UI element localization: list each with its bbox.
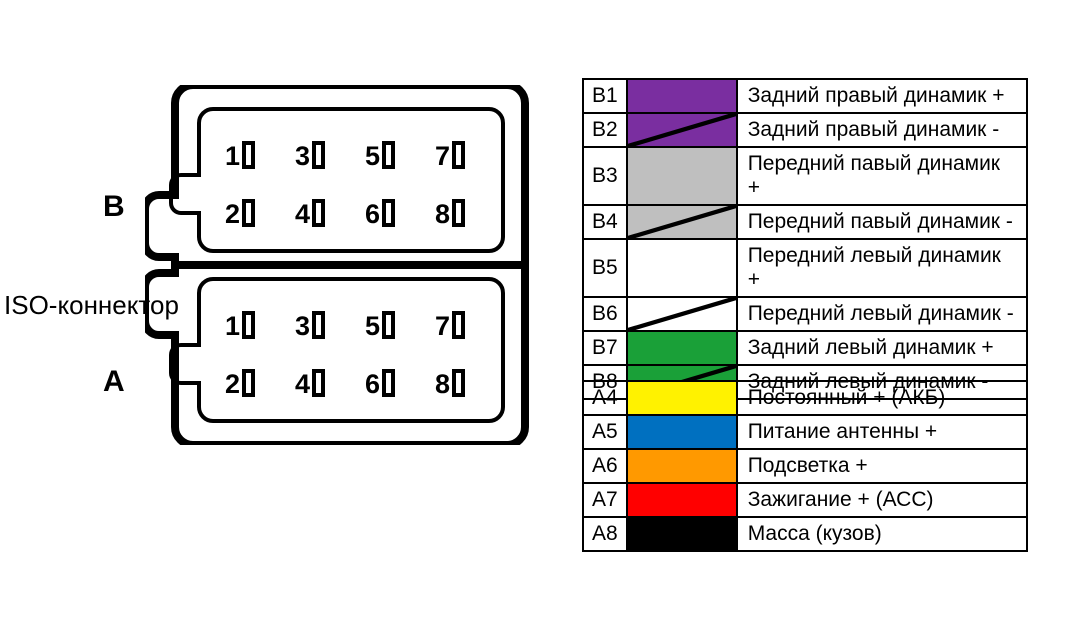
legend-row: A8 Масса (кузов) — [583, 517, 1027, 551]
pin-a1-label: 1 — [225, 311, 240, 341]
pin-a8 — [454, 371, 463, 395]
iso-connector-diagram: B A 1 3 5 7 2 4 — [145, 85, 545, 445]
legend-pin-id: B5 — [583, 239, 627, 297]
legend-pin-id: B4 — [583, 205, 627, 239]
legend-table-a: A4Постоянный + (АКБ)A5Питание антенны +A… — [582, 380, 1028, 552]
legend-color-swatch — [627, 113, 737, 147]
legend-color-swatch — [627, 147, 737, 205]
legend-description: Масса (кузов) — [737, 517, 1027, 551]
pin-a8-label: 8 — [435, 369, 450, 399]
legend-description: Передний павый динамик + — [737, 147, 1027, 205]
legend-pin-id: B6 — [583, 297, 627, 331]
pins-b: 1 3 5 7 2 4 6 8 — [225, 141, 463, 229]
section-b-outline — [171, 109, 503, 251]
legend-description: Передний левый динамик - — [737, 297, 1027, 331]
legend-pin-id: B1 — [583, 79, 627, 113]
legend-description: Питание антенны + — [737, 415, 1027, 449]
pin-a3 — [314, 313, 323, 337]
legend-row: B7 Задний левый динамик + — [583, 331, 1027, 365]
legend-description: Задний правый динамик - — [737, 113, 1027, 147]
pin-b4-label: 4 — [295, 199, 310, 229]
legend-color-swatch — [627, 297, 737, 331]
pin-b3-label: 3 — [295, 141, 310, 171]
pin-a2-label: 2 — [225, 369, 240, 399]
legend-row: B5 Передний левый динамик + — [583, 239, 1027, 297]
pin-a2 — [244, 371, 253, 395]
legend-color-swatch — [627, 205, 737, 239]
section-label-a: A — [103, 365, 125, 399]
pins-a: 1 3 5 7 2 4 6 8 — [225, 311, 463, 399]
pin-b2 — [244, 201, 253, 225]
pin-a7-label: 7 — [435, 311, 450, 341]
pin-b8 — [454, 201, 463, 225]
pin-b1-label: 1 — [225, 141, 240, 171]
pin-b4 — [314, 201, 323, 225]
connector-svg: 1 3 5 7 2 4 6 8 — [145, 85, 545, 445]
legend-pin-id: A4 — [583, 381, 627, 415]
legend-color-swatch — [627, 239, 737, 297]
pin-b5 — [384, 143, 393, 167]
pin-a3-label: 3 — [295, 311, 310, 341]
pin-b7 — [454, 143, 463, 167]
pin-a5-label: 5 — [365, 311, 380, 341]
pin-b5-label: 5 — [365, 141, 380, 171]
pin-a6 — [384, 371, 393, 395]
pin-a1 — [244, 313, 253, 337]
legend-color-swatch — [627, 331, 737, 365]
legend-row: B3 Передний павый динамик + — [583, 147, 1027, 205]
legend-color-swatch — [627, 449, 737, 483]
legend-color-swatch — [627, 517, 737, 551]
legend-pin-id: B7 — [583, 331, 627, 365]
legend-pin-id: A6 — [583, 449, 627, 483]
pin-b6-label: 6 — [365, 199, 380, 229]
pin-a6-label: 6 — [365, 369, 380, 399]
legend-description: Подсветка + — [737, 449, 1027, 483]
legend-row: B1 Задний правый динамик + — [583, 79, 1027, 113]
legend-description: Передний павый динамик - — [737, 205, 1027, 239]
legend-row: A5 Питание антенны + — [583, 415, 1027, 449]
legend-description: Передний левый динамик + — [737, 239, 1027, 297]
legend-pin-id: A7 — [583, 483, 627, 517]
legend-row: B4 Передний павый динамик - — [583, 205, 1027, 239]
legend-table-b: B1 Задний правый динамик + B2 Задний правый… — [582, 78, 1028, 400]
legend-pin-id: A5 — [583, 415, 627, 449]
pin-b3 — [314, 143, 323, 167]
pin-b8-label: 8 — [435, 199, 450, 229]
legend-color-swatch — [627, 415, 737, 449]
pin-b1 — [244, 143, 253, 167]
legend-pin-id: B2 — [583, 113, 627, 147]
legend-row: A6 Подсветка + — [583, 449, 1027, 483]
pin-a5 — [384, 313, 393, 337]
legend-pin-id: A8 — [583, 517, 627, 551]
pin-a7 — [454, 313, 463, 337]
pin-b6 — [384, 201, 393, 225]
section-a-outline — [171, 279, 503, 421]
legend-description: Задний левый динамик + — [737, 331, 1027, 365]
legend-color-swatch — [627, 381, 737, 415]
legend-row: A4 Постоянный + (АКБ) — [583, 381, 1027, 415]
section-label-b: B — [103, 190, 125, 224]
legend-row: B2 Задний правый динамик - — [583, 113, 1027, 147]
pin-b2-label: 2 — [225, 199, 240, 229]
legend-pin-id: B3 — [583, 147, 627, 205]
legend-color-swatch — [627, 483, 737, 517]
legend-color-swatch — [627, 79, 737, 113]
legend-description: Зажигание + (АСС) — [737, 483, 1027, 517]
legend-description: Постоянный + (АКБ) — [737, 381, 1027, 415]
pin-a4-label: 4 — [295, 369, 310, 399]
legend-description: Задний правый динамик + — [737, 79, 1027, 113]
legend-row: A7 Зажигание + (АСС) — [583, 483, 1027, 517]
pin-a4 — [314, 371, 323, 395]
legend-row: B6 Передний левый динамик - — [583, 297, 1027, 331]
pin-b7-label: 7 — [435, 141, 450, 171]
